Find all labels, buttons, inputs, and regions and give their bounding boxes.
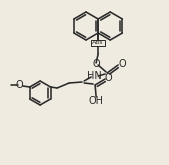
Text: HN: HN — [87, 71, 102, 81]
Text: OH: OH — [89, 96, 104, 106]
Text: O: O — [104, 73, 112, 83]
Text: O: O — [16, 80, 23, 90]
Text: O: O — [118, 59, 126, 69]
Text: O: O — [92, 59, 100, 69]
Text: Abs: Abs — [92, 40, 104, 46]
